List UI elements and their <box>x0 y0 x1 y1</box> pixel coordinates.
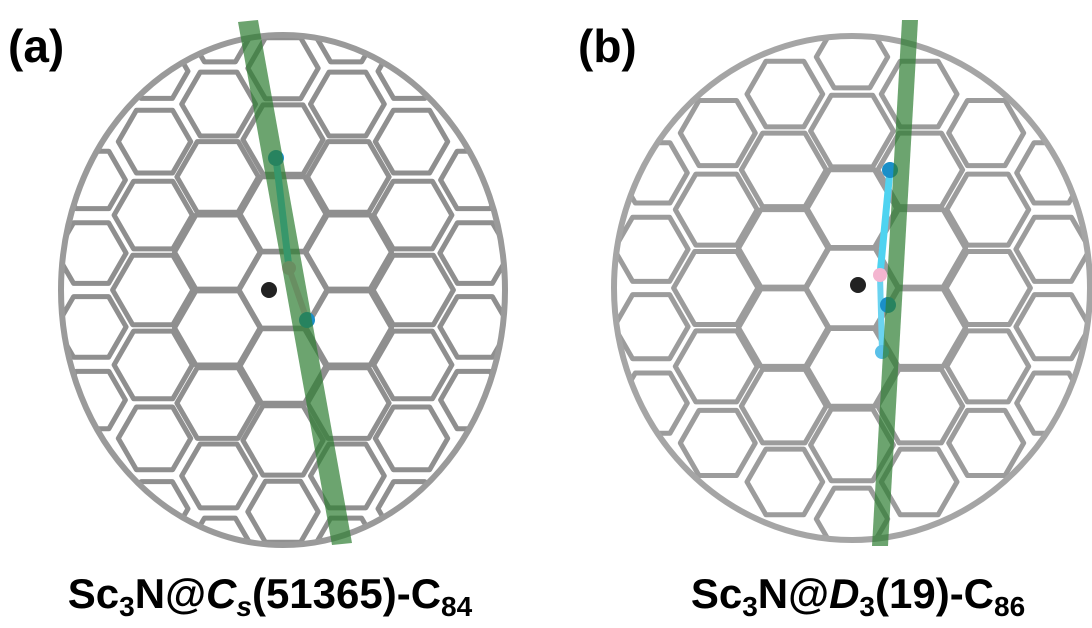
cage-ring <box>374 331 452 399</box>
cage-ring <box>680 410 755 475</box>
caption-part: (19)-C <box>875 570 994 617</box>
cage-ring <box>949 410 1024 475</box>
caption-part: Sc <box>68 570 119 617</box>
cage-ring <box>747 449 823 515</box>
caption-part: D <box>829 570 859 617</box>
cage-ring <box>949 101 1024 166</box>
caption-part: N@ <box>135 570 206 617</box>
cage-ring <box>118 407 190 470</box>
cage-ring <box>182 444 256 508</box>
cage-ring <box>614 295 688 359</box>
panel-label: (a) <box>8 20 64 72</box>
caption-part: N@ <box>758 570 829 617</box>
caption-sub: 86 <box>994 591 1025 622</box>
cage-ring <box>680 101 755 166</box>
cage-ring <box>126 482 189 536</box>
cage-ring <box>378 44 441 98</box>
cage-ring <box>811 95 894 167</box>
caption-sub: 3 <box>742 591 758 622</box>
caption-part: Sc <box>691 570 742 617</box>
caption: Sc3N@D3(19)-C86 <box>691 570 1025 622</box>
cage-ring <box>114 331 192 399</box>
cage-a-outline <box>61 35 505 545</box>
cage-ring <box>118 110 190 173</box>
cage-ring <box>947 174 1029 245</box>
cage-ring <box>375 110 447 173</box>
caption-part: C <box>206 570 237 617</box>
cage-ring <box>881 61 957 127</box>
cage-ring <box>1016 295 1090 359</box>
cage-ring <box>614 217 688 281</box>
cage-ring <box>248 481 318 542</box>
cage-ring <box>946 252 1030 325</box>
caption-sub: 84 <box>441 591 473 622</box>
caption-sub: 3 <box>119 591 135 622</box>
cage-a <box>56 8 510 571</box>
cage-ring <box>375 407 447 470</box>
cage-ring <box>311 72 385 136</box>
cage-ring <box>675 331 757 402</box>
cage-ring <box>182 72 256 136</box>
figure: (a) (b) Sc3N@Cs(51365)-C84 Sc3N@D3(19)-C… <box>0 0 1092 628</box>
cage-ring <box>947 331 1029 402</box>
cage-ring <box>126 44 189 98</box>
caption-sub: 3 <box>859 591 875 622</box>
panel-label: (b) <box>578 20 637 72</box>
cage-ring <box>373 255 453 324</box>
cage-ring <box>374 181 452 249</box>
cage-ring <box>747 61 823 127</box>
caption-part: (51365)-C <box>252 570 441 617</box>
cage-ring <box>378 482 441 536</box>
caption-sub: s <box>236 591 252 622</box>
cage-ring <box>1016 217 1090 281</box>
caption: Sc3N@Cs(51365)-C84 <box>68 570 473 622</box>
